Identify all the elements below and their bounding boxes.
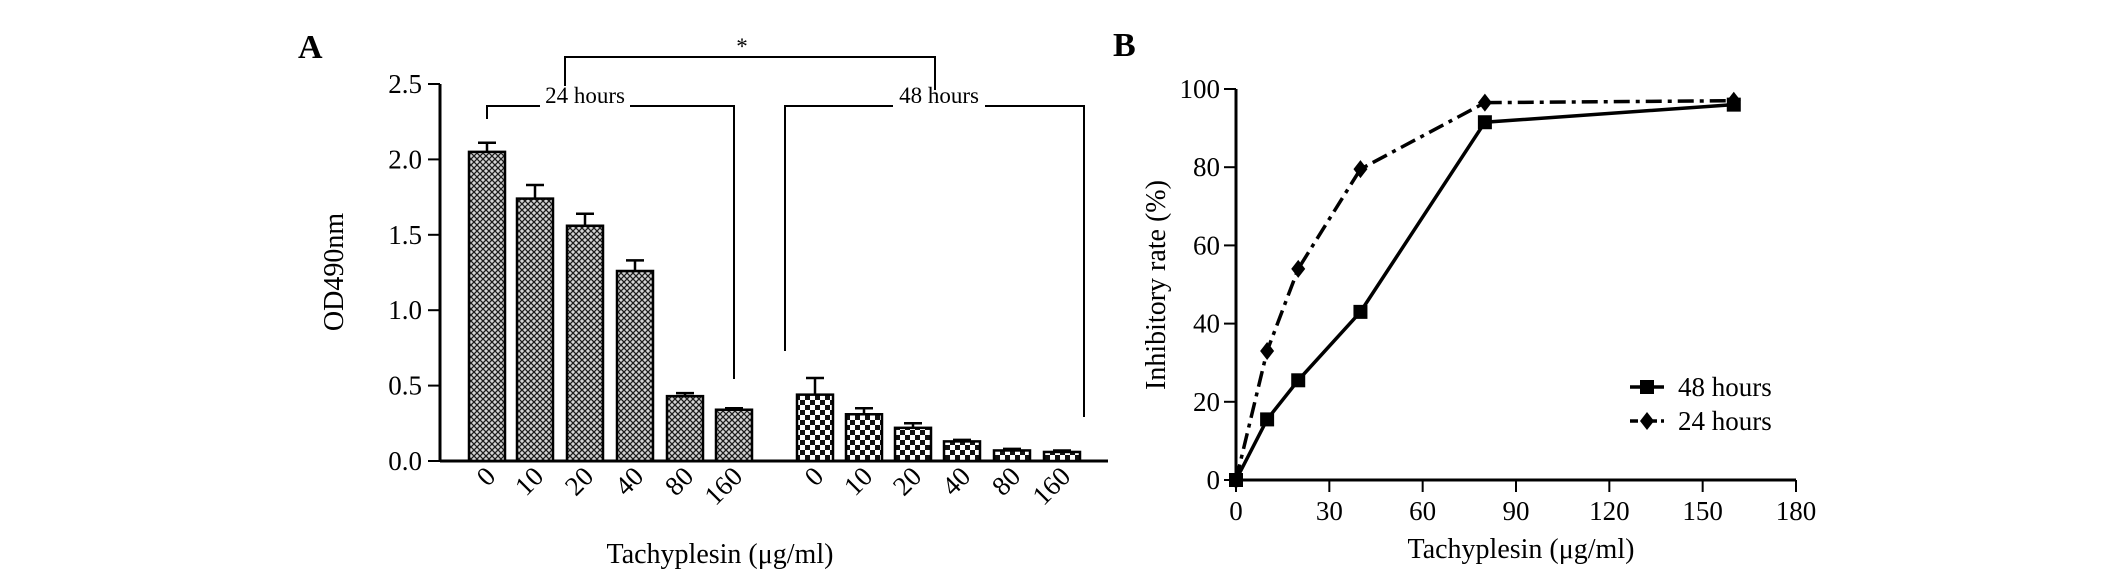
panel-a: A 0.0 0.5 1.0 1.5 2.0 2.5 OD490nm Tachyplesin (μ… bbox=[298, 29, 1108, 570]
bar bbox=[565, 224, 605, 463]
x-tick-label: 30 bbox=[1316, 496, 1343, 526]
x-tick-label: 120 bbox=[1589, 496, 1630, 526]
y-tick-label: 20 bbox=[1193, 387, 1220, 417]
x-tick-label: 160 bbox=[698, 461, 748, 511]
x-tick-label: 20 bbox=[559, 461, 599, 501]
x-tick-label: 0 bbox=[1229, 496, 1243, 526]
x-tick-label: 80 bbox=[659, 461, 699, 501]
x-tick-label: 150 bbox=[1682, 496, 1723, 526]
bracket-label-bg bbox=[540, 86, 630, 110]
y-tick-label: 2.0 bbox=[388, 144, 422, 174]
data-point-square bbox=[1260, 412, 1275, 427]
y-axis-title: OD490nm bbox=[319, 213, 350, 331]
data-point-square bbox=[1291, 373, 1306, 388]
data-point-diamond bbox=[1353, 160, 1368, 179]
x-tick-label: 90 bbox=[1503, 496, 1530, 526]
bar bbox=[893, 426, 933, 463]
bar bbox=[942, 440, 982, 463]
bar bbox=[714, 408, 754, 463]
y-tick-label: 0.0 bbox=[388, 446, 422, 476]
bar bbox=[795, 393, 835, 463]
significance-marker: * bbox=[736, 34, 748, 59]
y-tick-label: 80 bbox=[1193, 152, 1220, 182]
data-point-square bbox=[1229, 473, 1243, 487]
data-point-diamond bbox=[1477, 93, 1492, 112]
x-tick-label: 10 bbox=[509, 461, 549, 501]
y-tick-label: 100 bbox=[1180, 74, 1221, 104]
data-point-square bbox=[1640, 380, 1654, 394]
legend-label-24-hours: 24 hours bbox=[1678, 406, 1772, 436]
bar bbox=[992, 449, 1032, 463]
series-line-48-hours bbox=[1234, 102, 1734, 481]
group-label-24-hours: 24 hours bbox=[545, 83, 625, 108]
data-point-square bbox=[1726, 97, 1741, 112]
x-tick-label: 180 bbox=[1776, 496, 1817, 526]
x-tick-label: 0 bbox=[798, 461, 829, 492]
x-tick-label: 60 bbox=[1409, 496, 1436, 526]
y-tick-label: 1.5 bbox=[388, 220, 422, 250]
panel-letter-b: B bbox=[1113, 27, 1136, 64]
bracket-48-hours bbox=[784, 105, 1085, 417]
data-point-diamond bbox=[1291, 259, 1306, 278]
x-tick-label: 20 bbox=[887, 461, 927, 501]
x-tick-label: 10 bbox=[838, 461, 878, 501]
x-tick-label: 0 bbox=[470, 461, 501, 492]
bar bbox=[515, 197, 555, 463]
y-tick-label: 2.5 bbox=[388, 69, 422, 99]
x-tick-label: 40 bbox=[936, 461, 976, 501]
panel-b: B 0 20 40 60 80 100 0 30 60 90 120 150 180 Inhibitory … bbox=[1113, 27, 1816, 565]
significance-bracket bbox=[564, 56, 936, 90]
x-tick-label: 80 bbox=[986, 461, 1026, 501]
x-tick-label: 40 bbox=[609, 461, 649, 501]
data-point-square bbox=[1353, 304, 1368, 319]
series-line-24-hours bbox=[1234, 98, 1734, 481]
bar bbox=[1042, 450, 1082, 463]
bar bbox=[665, 394, 705, 463]
data-point-square bbox=[1477, 115, 1492, 130]
y-axis-title: Inhibitory rate (%) bbox=[1141, 180, 1172, 390]
bracket-label-bg bbox=[893, 86, 985, 110]
bar bbox=[844, 413, 884, 463]
x-axis-title: Tachyplesin (μg/ml) bbox=[1408, 534, 1635, 565]
group-label-48-hours: 48 hours bbox=[899, 83, 979, 108]
bar bbox=[467, 150, 507, 463]
x-tick-label: 160 bbox=[1026, 461, 1076, 511]
panel-letter-a: A bbox=[298, 29, 323, 66]
y-tick-label: 1.0 bbox=[388, 295, 422, 325]
legend-label-48-hours: 48 hours bbox=[1678, 372, 1772, 402]
data-point-diamond bbox=[1640, 412, 1654, 430]
y-tick-label: 0 bbox=[1207, 465, 1221, 495]
x-axis-title: Tachyplesin (μg/ml) bbox=[607, 539, 834, 570]
bar bbox=[615, 269, 655, 463]
y-tick-label: 40 bbox=[1193, 309, 1220, 339]
y-tick-label: 60 bbox=[1193, 230, 1220, 260]
data-point-diamond bbox=[1260, 341, 1275, 360]
y-tick-label: 0.5 bbox=[388, 371, 422, 401]
